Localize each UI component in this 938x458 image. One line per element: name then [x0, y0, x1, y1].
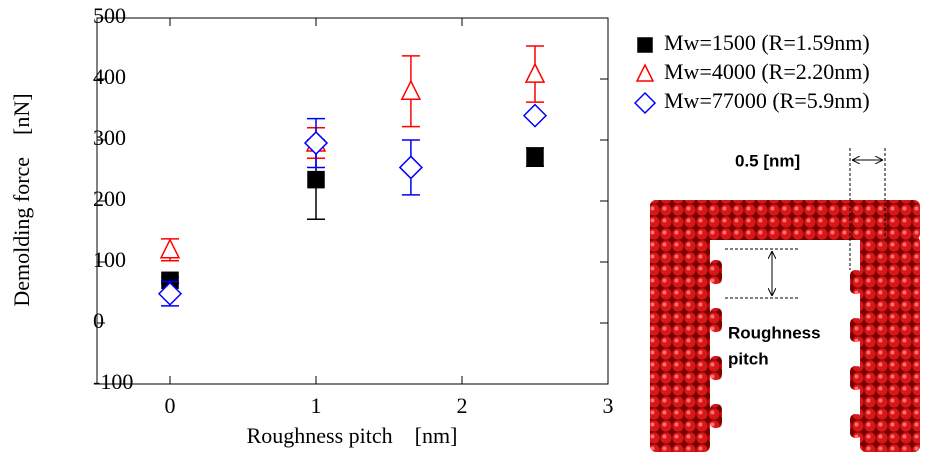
illustration: 0.5 [nm] Roughness pitch: [650, 148, 920, 452]
x-tick-label: 1: [311, 393, 322, 418]
legend-label: Mw=77000 (R=5.9nm): [664, 88, 870, 113]
molecule-bump: [710, 404, 722, 428]
marker: [303, 130, 329, 156]
y-tick-label: 0: [93, 308, 104, 333]
y-tick-label: 100: [93, 247, 126, 272]
molecule-bump: [710, 260, 722, 284]
marker: [307, 170, 325, 189]
marker: [524, 62, 546, 83]
annotation: Roughness: [728, 323, 821, 342]
legend-marker: [635, 63, 655, 82]
molecule-bump: [710, 356, 722, 380]
legend-label: Mw=4000 (R=2.20nm): [664, 59, 870, 84]
y-tick-label: 500: [93, 3, 126, 28]
y-axis-label: Demolding force [nN]: [9, 93, 34, 306]
molecule-bump: [850, 366, 862, 390]
annotation: 0.5 [nm]: [735, 151, 800, 170]
x-axis-label: Roughness pitch [nm]: [247, 423, 458, 448]
x-tick-label: 2: [457, 393, 468, 418]
molecule-bump: [710, 308, 722, 332]
y-tick-label: 400: [93, 64, 126, 89]
marker: [398, 155, 423, 180]
annotation: pitch: [728, 349, 769, 368]
molecule-bump: [850, 318, 862, 342]
molecule-bump: [850, 414, 862, 438]
marker: [400, 79, 422, 100]
molecule-left: [650, 200, 710, 452]
x-tick-label: 0: [165, 393, 176, 418]
y-tick-label: 300: [93, 125, 126, 150]
marker: [526, 148, 544, 166]
y-tick-label: -100: [93, 369, 133, 394]
marker: [157, 281, 183, 306]
legend-marker: [633, 91, 657, 115]
molecule-right: [860, 236, 920, 452]
marker: [159, 238, 181, 259]
legend-label: Mw=1500 (R=1.59nm): [664, 30, 870, 55]
molecule-top: [650, 200, 920, 240]
marker: [522, 103, 548, 128]
molecule-bump: [850, 270, 862, 294]
legend-marker: [637, 37, 653, 53]
y-tick-label: 200: [93, 186, 126, 211]
x-tick-label: 3: [603, 393, 614, 418]
